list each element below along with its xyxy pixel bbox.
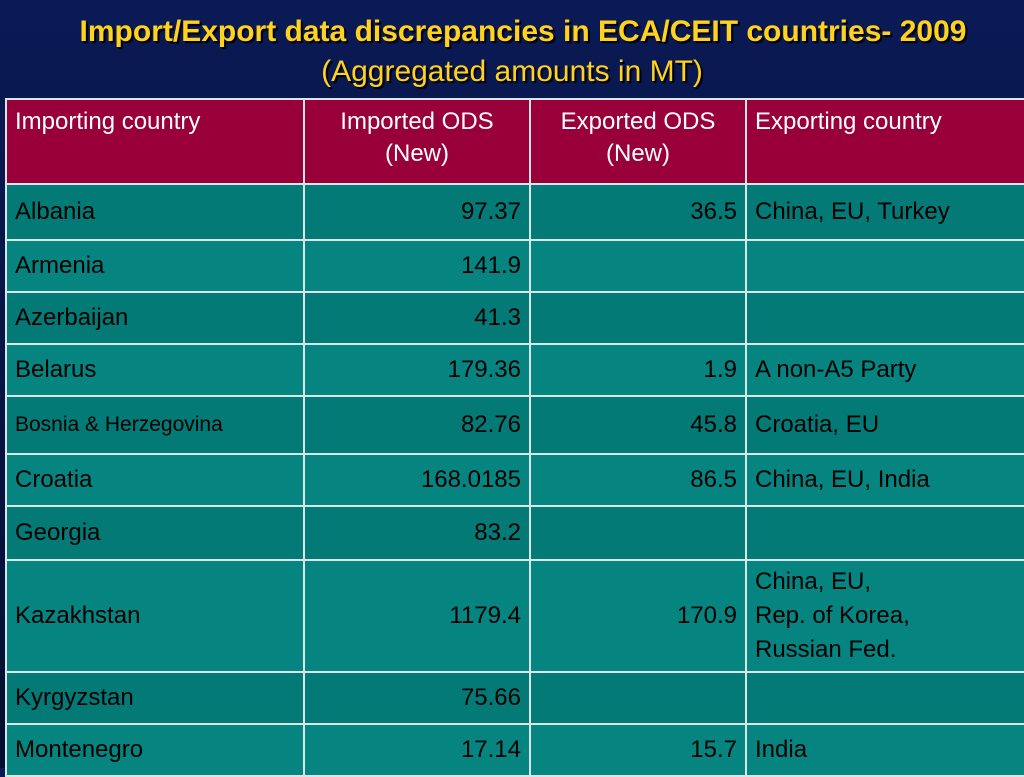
cell-importing-country: Georgia [5,505,305,561]
cell-exporting-country [745,239,1024,293]
table-row: Montenegro 17.14 15.7 India [5,723,1024,777]
exporting-country-line: China, EU, [755,568,872,595]
cell-importing-country: Armenia [5,239,305,293]
table-row: Armenia 141.9 [5,239,1024,293]
cell-exported-ods: 15.7 [529,723,747,777]
cell-importing-country: Kazakhstan [5,559,305,673]
exporting-country-line: China, EU, Turkey [755,198,950,225]
header-exported-ods-label: Exported ODS [560,108,716,135]
header-exported-ods-sub: (New) [606,140,670,167]
cell-importing-country: Belarus [5,343,305,397]
cell-exported-ods: 170.9 [529,559,747,673]
cell-exporting-country: China, EU, Rep. of Korea, Russian Fed. [745,559,1024,673]
table-body: Albania 97.37 36.5 China, EU, Turkey Armenia… [5,183,1024,777]
cell-exported-ods [529,239,747,293]
cell-importing-country: Croatia [5,453,305,507]
exporting-country-line: A non-A5 Party [755,356,917,383]
cell-exporting-country: A non-A5 Party [745,343,1024,397]
table-row: Kazakhstan 1179.4 170.9 China, EU, Rep. of K… [5,559,1024,673]
title-subtitle: (Aggregated amounts in MT) [321,55,703,88]
cell-imported-ods: 97.37 [303,183,531,241]
exporting-country-line: Russian Fed. [755,636,897,663]
header-exporting-country-label: Exporting country [755,108,942,135]
cell-exporting-country: Croatia, EU [745,395,1024,455]
cell-exported-ods: 45.8 [529,395,747,455]
table-row: Albania 97.37 36.5 China, EU, Turkey [5,183,1024,241]
header-importing-country: Importing country [5,98,305,185]
exporting-country-line: Croatia, EU [755,411,880,438]
cell-exported-ods [529,291,747,345]
cell-imported-ods: 75.66 [303,671,531,725]
header-imported-ods-sub: (New) [385,140,449,167]
cell-exporting-country [745,291,1024,345]
header-exporting-country: Exporting country [745,98,1024,185]
table-header-row: Importing country Imported ODS (New) Exp… [5,98,1024,185]
header-importing-country-label: Importing country [15,108,201,135]
exporting-country-line: China, EU, India [755,466,930,493]
cell-importing-country: Montenegro [5,723,305,777]
cell-imported-ods: 41.3 [303,291,531,345]
cell-importing-country: Kyrgyzstan [5,671,305,725]
cell-exporting-country: India [745,723,1024,777]
ods-discrepancy-table: Importing country Imported ODS (New) Exp… [5,98,1024,777]
table-row: Azerbaijan 41.3 [5,291,1024,345]
cell-imported-ods: 179.36 [303,343,531,397]
table-row: Croatia 168.0185 86.5 China, EU, India [5,453,1024,507]
cell-exporting-country [745,505,1024,561]
exporting-country-line: Rep. of Korea, [755,602,910,629]
table-row: Bosnia & Herzegovina 82.76 45.8 Croatia, EU [5,395,1024,455]
cell-importing-country: Bosnia & Herzegovina [5,395,305,455]
cell-imported-ods: 1179.4 [303,559,531,673]
cell-imported-ods: 141.9 [303,239,531,293]
cell-exporting-country: China, EU, Turkey [745,183,1024,241]
header-exported-ods: Exported ODS (New) [529,98,747,185]
cell-exported-ods [529,671,747,725]
cell-imported-ods: 17.14 [303,723,531,777]
cell-importing-country: Albania [5,183,305,241]
cell-imported-ods: 168.0185 [303,453,531,507]
table-row: Georgia 83.2 [5,505,1024,561]
cell-exporting-country: China, EU, India [745,453,1024,507]
table-row: Belarus 179.36 1.9 A non-A5 Party [5,343,1024,397]
cell-imported-ods: 83.2 [303,505,531,561]
cell-exported-ods [529,505,747,561]
cell-exporting-country [745,671,1024,725]
cell-exported-ods: 86.5 [529,453,747,507]
table-row: Kyrgyzstan 75.66 [5,671,1024,725]
cell-exported-ods: 1.9 [529,343,747,397]
exporting-country-line: India [755,736,808,763]
cell-imported-ods: 82.76 [303,395,531,455]
cell-exported-ods: 36.5 [529,183,747,241]
header-imported-ods: Imported ODS (New) [303,98,531,185]
header-imported-ods-label: Imported ODS [340,108,494,135]
title-main: Import/Export data discrepancies in ECA/… [79,15,967,48]
slide-title: Import/Export data discrepancies in ECA/… [0,0,1024,96]
cell-importing-country: Azerbaijan [5,291,305,345]
